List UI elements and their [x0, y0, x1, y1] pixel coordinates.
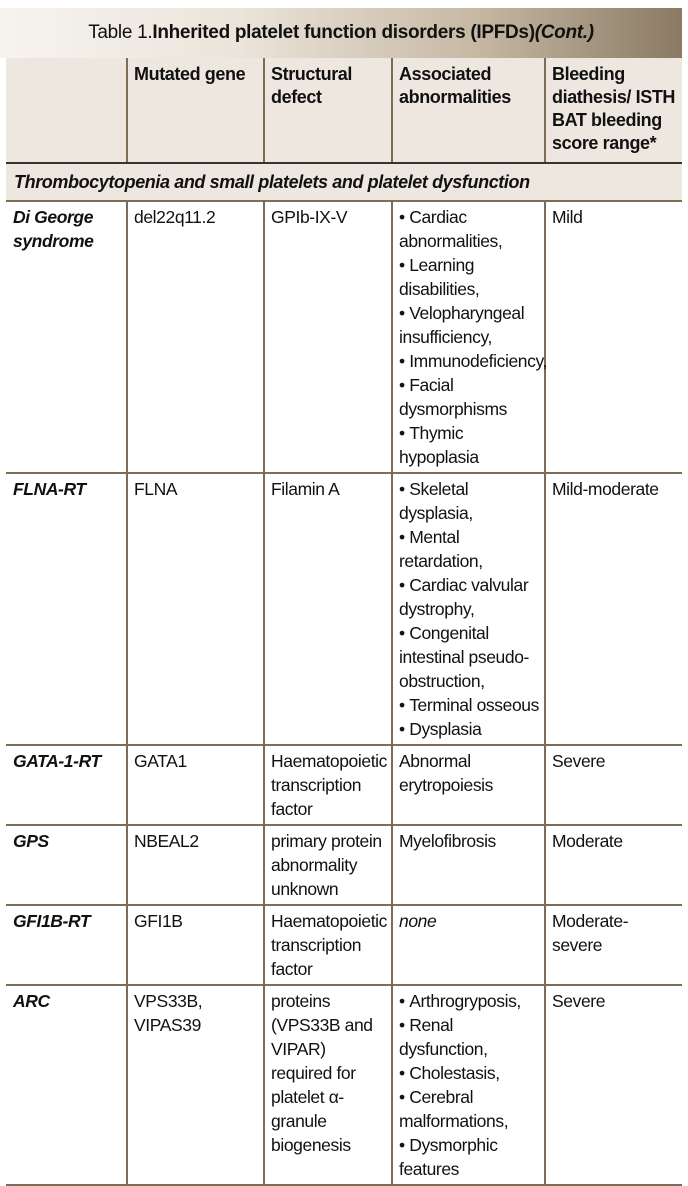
- disorder-name: GATA-1-RT: [6, 745, 127, 826]
- abnormality-item: Terminal osseous: [399, 693, 539, 717]
- bleeding-score-cell: Severe: [544, 985, 682, 1186]
- bleeding-score-cell: Moderate: [544, 825, 682, 906]
- disorder-name: FLNA-RT: [6, 473, 127, 746]
- abnormality-item: Cerebral malformations,: [399, 1085, 539, 1133]
- disorder-name: Di George syndrome: [6, 201, 127, 474]
- ipfd-table: Mutated gene Structural defect Associate…: [6, 58, 682, 1186]
- header-mutated-gene: Mutated gene: [126, 58, 264, 164]
- group-label: Thrombocytopenia and small platelets and…: [6, 163, 682, 202]
- abnormality-item: Mental retardation,: [399, 525, 539, 573]
- abnormality-item: Dysmorphic features: [399, 1133, 539, 1181]
- header-empty: [6, 58, 127, 164]
- associated-abnormalities-cell: Abnormal erytropoiesis: [391, 745, 545, 826]
- abnormality-item: Cholestasis,: [399, 1061, 539, 1085]
- header-associated-abnormalities: Associated abnormalities: [391, 58, 545, 164]
- structural-defect-cell: primary protein abnormality unknown: [263, 825, 392, 906]
- mutated-gene-cell: GATA1: [126, 745, 264, 826]
- table-row: GPS NBEAL2 primary protein abnormality unk…: [6, 825, 682, 906]
- caption-prefix: Table 1.: [88, 22, 153, 43]
- mutated-gene-cell: FLNA: [126, 473, 264, 746]
- abnormality-item: Arthrogryposis,: [399, 989, 539, 1013]
- caption-title: Inherited platelet function disorders (I…: [152, 22, 535, 43]
- bleeding-score-cell: Mild: [544, 201, 682, 474]
- structural-defect-cell: proteins (VPS33B and VIPAR) required for…: [263, 985, 392, 1186]
- table-row: ARC VPS33B, VIPAS39 proteins (VPS33B and V…: [6, 985, 682, 1186]
- table-row: GFI1B-RT GFI1B Haematopoietic transcriptio…: [6, 905, 682, 986]
- abnormalities-list: Cardiac abnormalities,Learning disabilit…: [399, 205, 547, 469]
- abnormality-item: Learning disabilities,: [399, 253, 539, 301]
- caption-cont: (Cont.): [534, 22, 594, 43]
- bleeding-score-cell: Moderate-severe: [544, 905, 682, 986]
- associated-abnormalities-cell: Cardiac abnormalities,Learning disabilit…: [391, 201, 547, 474]
- associated-abnormalities-cell: Arthrogryposis,Renal dysfunction,Cholest…: [391, 985, 545, 1186]
- bleeding-score-cell: Severe: [544, 745, 682, 826]
- structural-defect-cell: Haematopoietic transcription factor: [263, 745, 392, 826]
- bleeding-score-cell: Mild-moderate: [544, 473, 682, 746]
- mutated-gene-cell: del22q11.2: [126, 201, 264, 474]
- table-caption: Table 1. Inherited platelet function dis…: [0, 8, 682, 58]
- mutated-gene-cell: NBEAL2: [126, 825, 264, 906]
- abnormalities-list: Arthrogryposis,Renal dysfunction,Cholest…: [399, 989, 539, 1181]
- disorder-name: ARC: [6, 985, 127, 1186]
- abnormalities-list: Skeletal dysplasia,Mental retardation,Ca…: [399, 477, 539, 741]
- abnormality-item: Cardiac valvular dystrophy,: [399, 573, 539, 621]
- document-page: Table 1. Inherited platelet function dis…: [0, 0, 688, 1097]
- header-row: Mutated gene Structural defect Associate…: [6, 58, 682, 164]
- disorder-name: GFI1B-RT: [6, 905, 127, 986]
- table-row: GATA-1-RT GATA1 Haematopoietic transcripti…: [6, 745, 682, 826]
- abnormality-item: Facial dysmorphisms: [399, 373, 539, 421]
- abnormality-item: Dysplasia: [399, 717, 539, 741]
- table-row: Di George syndromedel22q11.2GPIb-IX-VCar…: [6, 201, 682, 474]
- abnormality-item: Renal dysfunction,: [399, 1013, 539, 1061]
- associated-abnormalities-cell: none: [391, 905, 545, 986]
- header-structural-defect: Structural defect: [263, 58, 392, 164]
- disorder-name: GPS: [6, 825, 127, 906]
- associated-abnormalities-cell: Myelofibrosis: [391, 825, 545, 906]
- structural-defect-cell: Filamin A: [263, 473, 392, 746]
- structural-defect-cell: Haematopoietic transcription factor: [263, 905, 392, 986]
- abnormality-item: Cardiac abnormalities,: [399, 205, 539, 253]
- abnormality-item: Skeletal dysplasia,: [399, 477, 539, 525]
- abnormality-item: Immunodeficiency,: [399, 349, 547, 373]
- abnormality-item: Congenital intestinal pseudo-obstruction…: [399, 621, 539, 693]
- mutated-gene-cell: VPS33B, VIPAS39: [126, 985, 264, 1186]
- abnormality-item: Velopharyngeal insufficiency,: [399, 301, 539, 349]
- structural-defect-cell: GPIb-IX-V: [263, 201, 392, 474]
- associated-abnormalities-cell: Skeletal dysplasia,Mental retardation,Ca…: [391, 473, 545, 746]
- group-row: Thrombocytopenia and small platelets and…: [6, 163, 682, 202]
- abnormality-item: Thymic hypoplasia: [399, 421, 539, 469]
- header-bleeding-diathesis: Bleeding diathesis/ ISTH BAT bleeding sc…: [544, 58, 682, 164]
- mutated-gene-cell: GFI1B: [126, 905, 264, 986]
